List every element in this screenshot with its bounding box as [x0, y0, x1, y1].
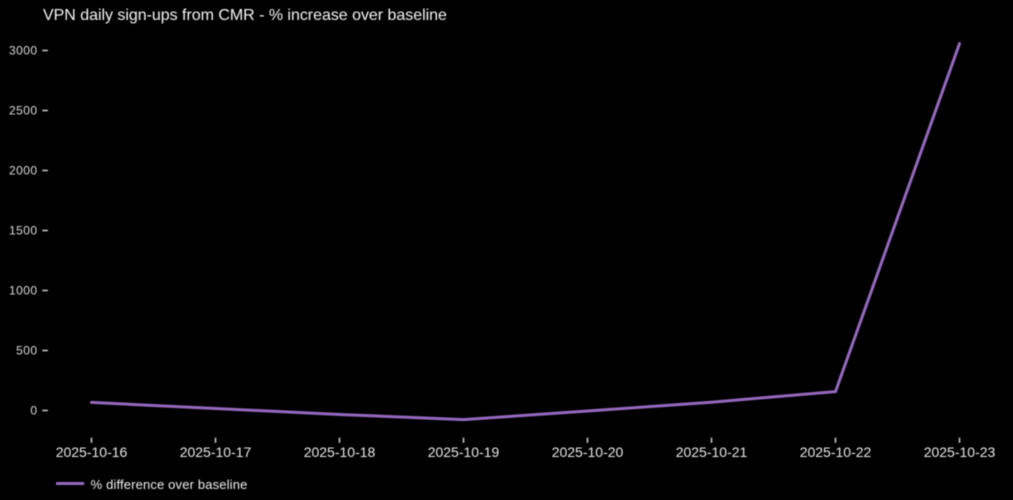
svg-text:2025-10-18: 2025-10-18 [304, 444, 376, 460]
svg-text:VPN daily sign-ups from CMR -: VPN daily sign-ups from CMR - % increase… [43, 7, 447, 24]
svg-text:2025-10-21: 2025-10-21 [676, 444, 748, 460]
svg-text:0: 0 [30, 404, 37, 418]
svg-text:2025-10-22: 2025-10-22 [800, 444, 872, 460]
svg-text:% difference over baseline: % difference over baseline [91, 477, 248, 492]
svg-text:2025-10-20: 2025-10-20 [552, 444, 624, 460]
svg-text:2025-10-17: 2025-10-17 [180, 444, 252, 460]
svg-text:2025-10-16: 2025-10-16 [56, 444, 128, 460]
svg-text:500: 500 [16, 344, 37, 358]
svg-text:1000: 1000 [9, 284, 38, 298]
svg-text:3000: 3000 [9, 44, 38, 58]
svg-text:1500: 1500 [9, 224, 38, 238]
svg-text:2025-10-19: 2025-10-19 [428, 444, 500, 460]
svg-text:2025-10-23: 2025-10-23 [924, 444, 996, 460]
svg-text:2500: 2500 [9, 104, 38, 118]
svg-text:2000: 2000 [9, 164, 38, 178]
